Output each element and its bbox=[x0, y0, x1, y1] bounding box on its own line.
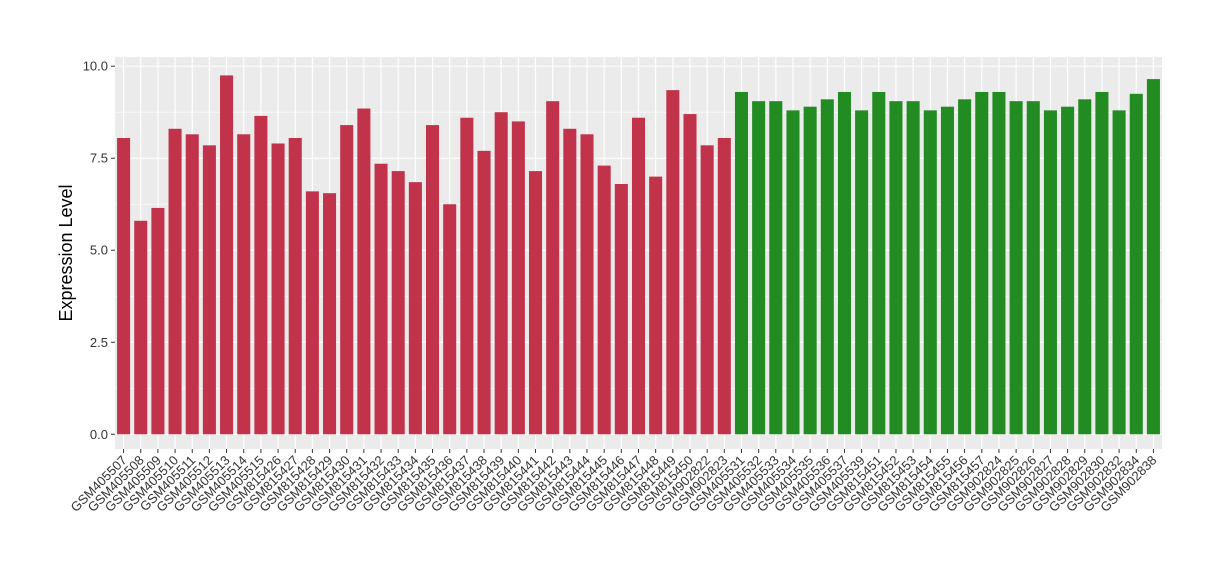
bar bbox=[614, 183, 628, 435]
bar bbox=[202, 145, 216, 435]
bar bbox=[1061, 106, 1075, 435]
bar bbox=[752, 101, 766, 435]
bar bbox=[185, 134, 199, 435]
bar bbox=[734, 91, 749, 435]
bar bbox=[940, 106, 954, 435]
bar bbox=[546, 101, 560, 435]
bar bbox=[1078, 99, 1092, 435]
bar bbox=[803, 106, 817, 435]
bar bbox=[1043, 110, 1057, 435]
bar bbox=[872, 91, 886, 435]
bar bbox=[649, 176, 663, 435]
bar bbox=[580, 134, 594, 435]
bar bbox=[889, 101, 903, 435]
bar bbox=[494, 112, 508, 435]
bar bbox=[666, 90, 680, 435]
bar bbox=[374, 163, 388, 435]
bar bbox=[254, 115, 268, 435]
bar bbox=[1146, 79, 1160, 435]
bar bbox=[305, 191, 319, 435]
bar bbox=[1026, 101, 1040, 435]
bar bbox=[340, 125, 354, 435]
bar bbox=[820, 99, 834, 435]
bar bbox=[563, 128, 577, 435]
bar bbox=[855, 110, 869, 435]
y-tick-label: 5.0 bbox=[90, 243, 108, 258]
bar bbox=[631, 117, 646, 435]
bar bbox=[683, 114, 697, 435]
bar bbox=[958, 99, 972, 435]
bar bbox=[975, 91, 989, 435]
bar bbox=[1009, 101, 1023, 435]
bar bbox=[408, 182, 422, 435]
y-tick-label: 7.5 bbox=[90, 151, 108, 166]
bar bbox=[117, 137, 131, 435]
bar bbox=[237, 134, 251, 435]
bar bbox=[271, 143, 285, 435]
bar bbox=[1095, 91, 1109, 435]
bar bbox=[288, 137, 302, 435]
bar bbox=[528, 171, 543, 435]
bar bbox=[168, 128, 182, 435]
y-tick-label: 10.0 bbox=[83, 59, 108, 74]
bar bbox=[837, 91, 851, 435]
bar bbox=[786, 110, 800, 435]
bar bbox=[323, 193, 337, 435]
bar bbox=[443, 204, 457, 435]
bar bbox=[357, 108, 371, 435]
bar bbox=[511, 121, 525, 435]
bar bbox=[597, 165, 611, 435]
bar bbox=[700, 145, 714, 435]
bar bbox=[1129, 93, 1143, 435]
bar bbox=[134, 220, 148, 435]
bar bbox=[477, 150, 491, 435]
bar bbox=[426, 125, 440, 435]
bar bbox=[220, 75, 234, 435]
y-axis-title: Expression Level bbox=[56, 184, 76, 321]
bar bbox=[1112, 110, 1126, 435]
bar bbox=[717, 137, 731, 435]
bar bbox=[923, 110, 937, 435]
y-tick-label: 0.0 bbox=[90, 427, 108, 442]
bar bbox=[769, 101, 783, 435]
bar bbox=[906, 101, 920, 435]
y-tick-label: 2.5 bbox=[90, 335, 108, 350]
bar bbox=[460, 117, 474, 435]
bar bbox=[151, 207, 165, 435]
bar bbox=[391, 171, 405, 435]
bar bbox=[992, 91, 1006, 435]
